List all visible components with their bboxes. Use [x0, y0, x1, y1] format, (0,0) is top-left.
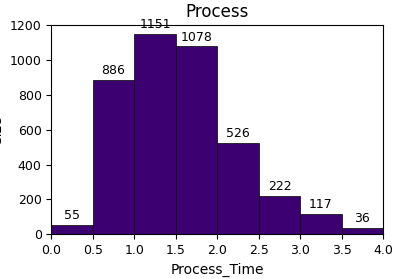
- Text: 117: 117: [309, 198, 333, 211]
- Text: 526: 526: [226, 127, 250, 140]
- Text: 1078: 1078: [181, 31, 213, 44]
- Bar: [300, 214, 342, 234]
- Title: Process: Process: [186, 3, 249, 21]
- Text: 36: 36: [355, 212, 370, 225]
- X-axis label: Process_Time: Process_Time: [171, 263, 264, 277]
- Bar: [176, 46, 217, 234]
- Bar: [217, 143, 259, 234]
- Text: 886: 886: [102, 64, 126, 77]
- Text: 1151: 1151: [139, 18, 171, 31]
- Y-axis label: Size: Size: [0, 116, 4, 144]
- Text: 222: 222: [268, 180, 291, 193]
- Bar: [51, 225, 93, 234]
- Bar: [342, 228, 383, 234]
- Bar: [134, 34, 176, 234]
- Bar: [93, 80, 134, 234]
- Bar: [259, 196, 300, 234]
- Text: 55: 55: [64, 209, 80, 222]
